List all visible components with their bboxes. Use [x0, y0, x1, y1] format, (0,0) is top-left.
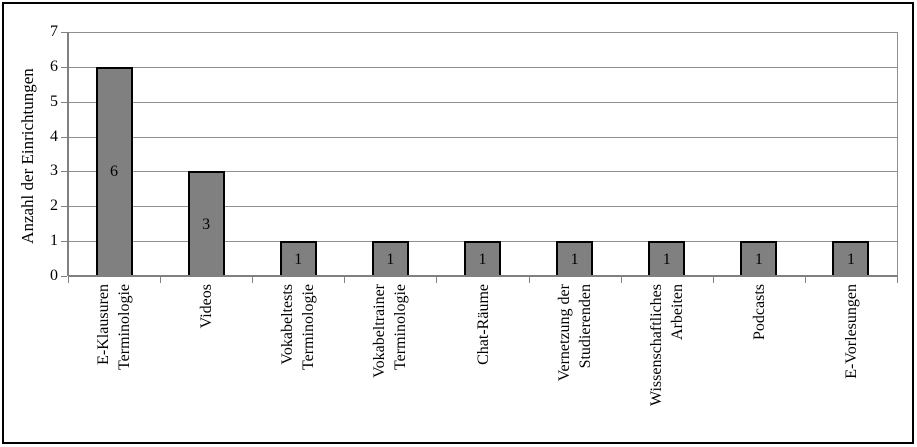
x-axis-category-label: Videos	[184, 284, 228, 434]
y-axis-line	[67, 32, 69, 276]
y-axis-tick-label: 5	[50, 92, 58, 110]
gridline	[68, 66, 897, 68]
x-axis-category-label-line: Studierenden	[576, 284, 594, 369]
y-axis-tick	[61, 171, 67, 173]
x-axis-category-label-line: Videos	[197, 284, 215, 329]
x-axis-category-label: Vernetzung der Studierenden	[553, 284, 597, 434]
plot-right-border	[897, 32, 898, 276]
bar: 1	[740, 241, 778, 276]
y-axis-tick	[61, 276, 67, 277]
x-axis-tick	[620, 277, 622, 283]
bar-value-label: 1	[294, 250, 303, 268]
x-axis-category-label-line: E-Klausuren	[95, 284, 113, 365]
gridline	[68, 171, 897, 173]
bar-value-label: 3	[202, 215, 211, 233]
bar-value-label: 1	[386, 250, 395, 268]
x-axis-category-label-line: Terminologie	[392, 284, 410, 370]
x-axis-category-label-line: Terminologie	[116, 284, 134, 370]
x-axis-category-label-line: Vokabeltrainer	[371, 284, 389, 378]
x-axis-category-label-line: E-Vorlesungen	[842, 284, 860, 379]
x-axis-category-label: Vokabeltrainer Terminologie	[368, 284, 412, 434]
bar-value-label: 1	[478, 250, 487, 268]
gridline	[68, 206, 897, 208]
x-axis-tick	[344, 277, 346, 283]
bar-value-label: 6	[110, 163, 119, 181]
x-axis-tick	[436, 277, 438, 283]
bar: 1	[556, 241, 594, 276]
x-axis-category-label-line: Terminologie	[300, 284, 318, 370]
gridline	[68, 136, 897, 138]
bar: 1	[648, 241, 686, 276]
x-axis-category-label-line: Vernetzung der	[555, 284, 573, 382]
bar: 1	[371, 241, 409, 276]
x-axis-tick	[528, 277, 530, 283]
y-axis-tick-label: 4	[50, 127, 58, 145]
x-axis-category-label-line: Wissenschaftliches	[647, 284, 665, 406]
y-axis-tick-label: 1	[50, 232, 58, 250]
y-axis-tick	[61, 101, 67, 103]
x-axis-tick	[160, 277, 162, 283]
x-axis-category-label-line: Podcasts	[750, 284, 768, 340]
x-axis-tick	[712, 277, 714, 283]
bar-value-label: 1	[846, 250, 855, 268]
gridline	[68, 101, 897, 103]
y-axis-tick-label: 7	[50, 23, 58, 40]
y-axis-tick-label: 6	[50, 57, 58, 75]
y-axis-tick	[61, 32, 67, 33]
bar: 3	[187, 171, 225, 276]
x-axis-category-label: Vokabeltests Terminologie	[276, 284, 320, 434]
y-axis-tick	[61, 241, 67, 243]
y-axis-tick	[61, 206, 67, 208]
x-axis-category-label: Podcasts	[737, 284, 781, 434]
bar: 1	[832, 241, 870, 276]
bar-value-label: 1	[662, 250, 671, 268]
bar: 1	[279, 241, 317, 276]
x-axis-category-label-line: Vokabeltests	[279, 284, 297, 365]
bar: 6	[95, 66, 133, 276]
x-axis-category-label: E-Klausuren Terminologie	[92, 284, 136, 434]
x-axis-category-label: Chat-Räume	[461, 284, 505, 434]
x-axis-category-label: E-Vorlesungen	[829, 284, 873, 434]
gridline	[68, 32, 897, 33]
y-axis-tick-label: 2	[50, 197, 58, 215]
bar-value-label: 1	[570, 250, 579, 268]
y-axis-tick-label: 3	[50, 162, 58, 180]
x-axis-tick	[897, 277, 898, 283]
x-axis-category-label-line: Arbeiten	[668, 284, 686, 340]
x-axis-category-label: Wissenschaftliches Arbeiten	[645, 284, 689, 434]
y-axis-tick-label: 0	[50, 267, 58, 284]
y-axis-tick	[61, 66, 67, 68]
x-axis-category-label-line: Chat-Räume	[474, 284, 491, 365]
x-axis-tick	[804, 277, 806, 283]
bar-value-label: 1	[754, 250, 763, 268]
x-axis-tick	[252, 277, 254, 283]
x-axis-line	[68, 275, 898, 277]
bar: 1	[464, 241, 501, 276]
x-axis-tick	[68, 277, 69, 283]
y-axis-tick	[61, 136, 67, 138]
